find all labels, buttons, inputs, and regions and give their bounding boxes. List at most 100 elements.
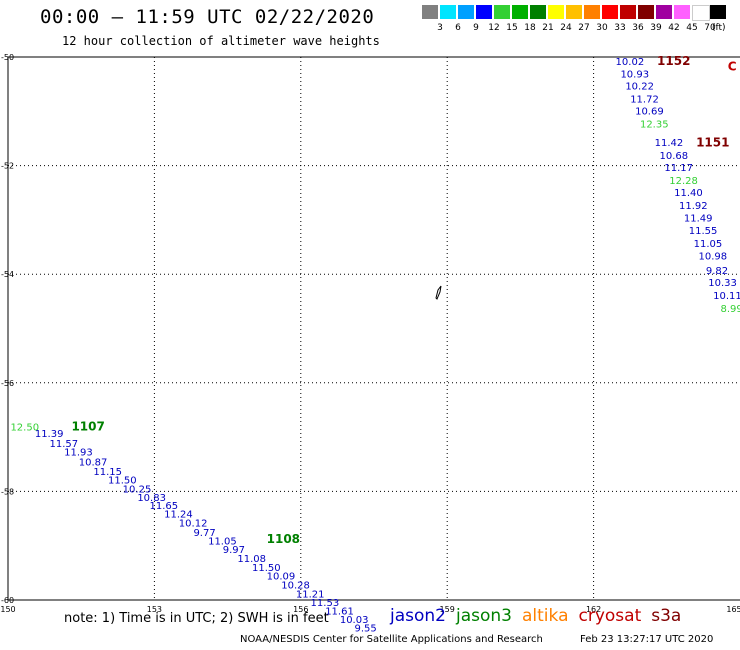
wave-height-label: 11.08 (237, 554, 266, 565)
scale-swatch (620, 5, 636, 19)
scale-label: 42 (668, 23, 680, 33)
wave-height-label: 11.50 (108, 475, 137, 486)
wave-height-label: 10.09 (267, 571, 296, 582)
pass-number-label: 1107 (71, 420, 104, 434)
x-tick-label: 159 (440, 605, 455, 614)
wave-height-label: 11.55 (689, 226, 718, 237)
scale-label: 24 (560, 23, 572, 33)
wave-height-label: 11.53 (311, 598, 340, 609)
wave-height-label: 10.87 (79, 457, 108, 468)
scale-label: 15 (506, 23, 518, 33)
wave-height-label: 11.42 (655, 138, 684, 149)
island-outline (435, 285, 442, 300)
y-tick-label: -50 (1, 53, 14, 62)
wave-height-label: 10.22 (625, 82, 654, 93)
scale-label: 18 (524, 23, 536, 33)
scale-label: 70 (704, 23, 716, 33)
legend-jason2: jason2 (390, 606, 446, 626)
map-grid (7, 56, 740, 601)
wave-height-label: 10.12 (179, 519, 208, 530)
wave-height-label: 11.61 (325, 607, 354, 618)
wave-height-label: 10.98 (699, 252, 728, 263)
wave-height-label: 10.68 (659, 151, 688, 162)
wave-height-label: 11.39 (35, 429, 64, 440)
scale-swatch (566, 5, 582, 19)
wave-height-label: 11.05 (694, 239, 723, 250)
wave-height-label: 11.15 (93, 467, 122, 478)
chart-title: 00:00 – 11:59 UTC 02/22/2020 (40, 6, 375, 28)
scale-label: 27 (578, 23, 590, 33)
wave-height-label: 12.28 (669, 176, 698, 187)
wave-height-label: 11.21 (296, 589, 325, 600)
scale-swatch (512, 5, 528, 19)
scale-label: 6 (455, 23, 461, 33)
scale-label: 21 (542, 23, 554, 33)
x-tick-label: 150 (0, 605, 15, 614)
pass-number-label: 1151 (696, 136, 729, 150)
scale-swatch (638, 5, 654, 19)
wave-height-label: 9.97 (223, 545, 245, 556)
wave-height-label: 11.93 (64, 448, 93, 459)
y-tick-label: -60 (1, 596, 14, 605)
wave-height-label: 9.82 (706, 266, 728, 277)
x-tick-label: 156 (293, 605, 308, 614)
wave-height-label: 11.72 (630, 95, 659, 106)
wave-height-label: 11.40 (674, 188, 703, 199)
chart-subtitle: 12 hour collection of altimeter wave hei… (62, 34, 380, 48)
scale-swatch (548, 5, 564, 19)
wave-height-label: 10.11 (713, 291, 740, 302)
scale-label: 36 (632, 23, 644, 33)
scale-swatch (692, 5, 710, 21)
pass-number-label: C (728, 60, 737, 74)
wave-height-label: 10.93 (620, 70, 649, 81)
wave-height-label: 9.77 (193, 528, 215, 539)
pass-number-label: 1152 (657, 54, 690, 68)
scale-label: 3 (437, 23, 443, 33)
wave-height-label: 11.24 (164, 509, 193, 520)
wave-height-label: 11.05 (208, 537, 237, 548)
x-tick-label: 153 (147, 605, 162, 614)
scale-swatch (710, 5, 726, 19)
wave-height-label: 10.33 (708, 278, 737, 289)
wave-height-label: 8.99 (720, 304, 740, 315)
wave-height-label: 11.92 (679, 201, 708, 212)
wave-height-label: 12.50 (10, 423, 39, 434)
wave-height-label: 10.03 (340, 615, 369, 626)
scale-swatch (584, 5, 600, 19)
y-tick-label: -54 (1, 270, 14, 279)
wave-height-label: 10.83 (137, 493, 166, 504)
scale-swatch (656, 5, 672, 19)
wave-height-label: 10.69 (635, 107, 664, 118)
wave-height-label: 11.50 (252, 563, 281, 574)
legend-altika: altika (522, 606, 569, 626)
wave-height-label: 11.65 (150, 501, 179, 512)
wave-height-label: 9.55 (354, 623, 376, 634)
scale-swatch (476, 5, 492, 19)
scale-swatch (440, 5, 456, 19)
y-tick-label: -56 (1, 379, 14, 388)
satellite-legend: jason2 jason3 altika cryosat s3a (390, 606, 691, 626)
scale-swatch (530, 5, 546, 19)
scale-label: 39 (650, 23, 662, 33)
wave-height-label: 11.49 (684, 214, 713, 225)
pass-number-label: 1108 (267, 532, 300, 546)
scale-swatch (674, 5, 690, 19)
wave-height-label: 11.17 (664, 163, 693, 174)
scale-label: 45 (686, 23, 698, 33)
footnote: note: 1) Time is in UTC; 2) SWH is in fe… (64, 611, 329, 626)
legend-cryosat: cryosat (578, 606, 642, 626)
wave-height-label: 10.28 (281, 581, 310, 592)
scale-swatch (422, 5, 438, 19)
scale-swatch (494, 5, 510, 19)
x-tick-label: 165 (726, 605, 740, 614)
x-tick-label: 162 (586, 605, 601, 614)
wave-height-label: 10.25 (123, 484, 152, 495)
legend-s3a: s3a (651, 606, 682, 626)
wave-height-label: 12.35 (640, 120, 669, 131)
credit-line: NOAA/NESDIS Center for Satellite Applica… (240, 634, 543, 645)
scale-label: 33 (614, 23, 626, 33)
scale-swatch (458, 5, 474, 19)
data-labels: 11.3911.5711.9310.8711.1511.5010.2510.83… (10, 54, 740, 634)
y-tick-label: -58 (1, 487, 14, 496)
